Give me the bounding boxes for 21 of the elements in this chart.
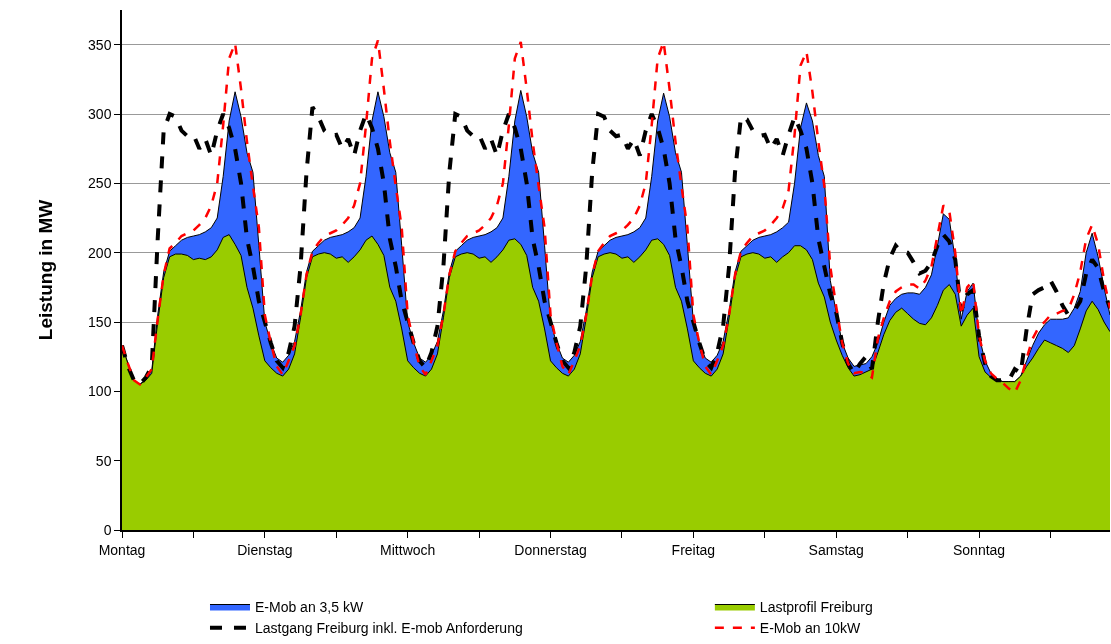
- y-tick-label: 300: [88, 105, 112, 122]
- y-tick-label: 250: [88, 175, 112, 192]
- x-tick-label: Dienstag: [237, 541, 293, 558]
- y-tick-label: 50: [95, 452, 112, 469]
- x-tick-label: Mittwoch: [380, 541, 436, 558]
- x-tick-label: Donnerstag: [514, 541, 587, 558]
- y-tick-label: 150: [88, 313, 112, 330]
- y-tick-label: 200: [88, 244, 112, 261]
- x-tick-label: Montag: [98, 541, 146, 558]
- y-axis-title: Leistung in MW: [35, 199, 57, 341]
- x-tick-label: Samstag: [808, 541, 864, 558]
- legend-label: E-Mob an 10kW: [759, 620, 862, 637]
- y-tick-label: 350: [88, 36, 112, 53]
- x-tick-label: Sonntag: [952, 541, 1006, 558]
- line-series: [122, 39, 1110, 394]
- legend-label: E-Mob an 3,5 kW: [254, 598, 364, 615]
- y-tick-label: 100: [88, 383, 112, 400]
- y-tick-label: 0: [103, 521, 112, 538]
- legend-label: Lastprofil Freiburg: [759, 598, 873, 615]
- x-tick-label: Freitag: [671, 541, 716, 558]
- legend-label: Lastgang Freiburg inkl. E-mob Anforderung: [254, 620, 523, 637]
